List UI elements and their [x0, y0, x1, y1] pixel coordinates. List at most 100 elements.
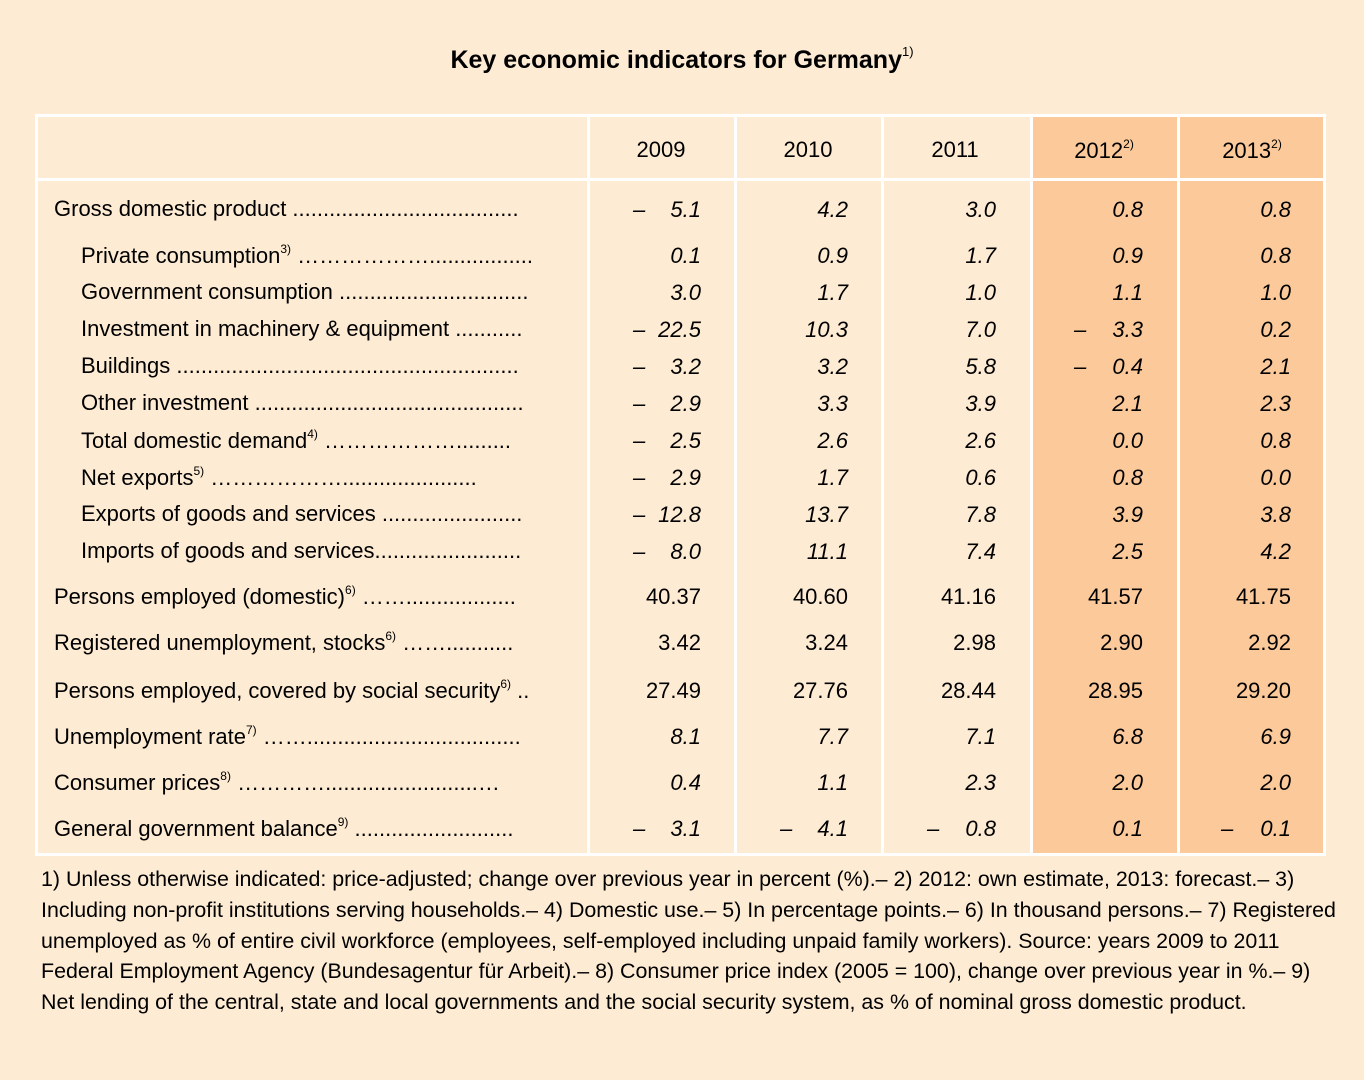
- table-cell: –22.5: [633, 317, 701, 342]
- row-label: Unemployment rate7) ……..................…: [54, 723, 521, 749]
- table-cell: 0.0: [1260, 465, 1291, 490]
- table-cell: –0.1: [1221, 816, 1291, 841]
- table-cell: 1.1: [1112, 280, 1143, 305]
- row-label: Exports of goods and services ..........…: [81, 501, 523, 526]
- table-cell: 6.9: [1260, 724, 1291, 749]
- table-cell: 0.8: [1260, 243, 1291, 268]
- table-cell: 41.57: [1087, 584, 1143, 609]
- column-header-2013: 20132): [1222, 137, 1282, 163]
- table-cell: 4.2: [817, 197, 848, 222]
- table-cell: 0.9: [817, 243, 848, 268]
- table-cell: 10.3: [805, 317, 848, 342]
- table-cell: 3.0: [670, 280, 701, 305]
- table-cell: –4.1: [780, 816, 848, 841]
- column-header-2010: 2010: [783, 137, 833, 162]
- table-cell: 2.6: [965, 428, 996, 453]
- table-cell: 0.8: [1112, 465, 1143, 490]
- table-cell: 3.24: [805, 630, 848, 655]
- table-cell: 3.9: [1112, 502, 1143, 527]
- table-cell: 5.8: [965, 354, 996, 379]
- table-cell: –2.5: [633, 428, 701, 453]
- table-cell: –5.1: [633, 197, 701, 222]
- table-cell: –12.8: [633, 502, 701, 527]
- table-cell: 3.3: [817, 391, 848, 416]
- table-cell: 13.7: [805, 502, 848, 527]
- table-cell: 41.75: [1235, 584, 1291, 609]
- table-cell: 0.8: [1260, 197, 1291, 222]
- column-header-2011: 2011: [931, 137, 979, 162]
- table-cell: 8.1: [670, 724, 701, 749]
- table-cell: 0.8: [1112, 197, 1143, 222]
- table-cell: 1.0: [1260, 280, 1291, 305]
- table-cell: 41.16: [940, 584, 996, 609]
- table-cell: 2.3: [965, 770, 996, 795]
- table-cell: 7.0: [965, 317, 996, 342]
- table-cell: 0.9: [1112, 243, 1143, 268]
- table-cell: 1.7: [817, 465, 848, 490]
- column-divider: [1177, 114, 1180, 856]
- row-label: Net exports5) ………………....................…: [81, 464, 477, 490]
- row-label: Buildings ..............................…: [81, 353, 519, 378]
- column-divider: [881, 114, 884, 856]
- footnotes: 1) Unless otherwise indicated: price-adj…: [41, 867, 1336, 1015]
- table-cell: 2.92: [1248, 630, 1291, 655]
- table-cell: 7.7: [817, 724, 848, 749]
- table-cell: –3.1: [633, 816, 701, 841]
- row-label: General government balance9) ...........…: [54, 815, 514, 841]
- row-label: Government consumption .................…: [81, 279, 529, 304]
- table-frame: [35, 114, 1326, 856]
- table-cell: –3.2: [633, 354, 701, 379]
- table-cell: 27.49: [645, 678, 701, 703]
- table-cell: 40.60: [792, 584, 848, 609]
- table-cell: 29.20: [1235, 678, 1291, 703]
- column-header-2012: 20122): [1074, 137, 1134, 163]
- table-cell: 27.76: [792, 678, 848, 703]
- table-cell: 2.0: [1260, 770, 1291, 795]
- table-cell: 0.1: [670, 243, 701, 268]
- table-cell: 2.0: [1112, 770, 1143, 795]
- table-cell: 3.9: [965, 391, 996, 416]
- row-label: Gross domestic product .................…: [54, 196, 519, 221]
- row-label: Total domestic demand4) ……………….........: [81, 427, 512, 453]
- header-divider: [35, 178, 1326, 181]
- table-cell: 0.2: [1260, 317, 1291, 342]
- table-cell: 0.1: [1112, 816, 1143, 841]
- table-cell: 3.8: [1260, 502, 1291, 527]
- table-cell: 2.5: [1112, 539, 1143, 564]
- table-cell: 2.3: [1260, 391, 1291, 416]
- highlight-column-2012: [1033, 117, 1177, 853]
- table-cell: –3.3: [1074, 317, 1143, 342]
- table-cell: 0.8: [1260, 428, 1291, 453]
- row-label: Investment in machinery & equipment ....…: [81, 316, 523, 341]
- table-cell: –2.9: [633, 391, 701, 416]
- row-label: Registered unemployment, stocks6) ……....…: [54, 629, 514, 655]
- column-divider: [1030, 114, 1033, 856]
- table-cell: –2.9: [633, 465, 701, 490]
- table-cell: 3.2: [817, 354, 848, 379]
- table-cell: 1.0: [965, 280, 996, 305]
- table-cell: 1.1: [817, 770, 848, 795]
- table-title: Key economic indicators for Germany1): [450, 44, 914, 74]
- table-cell: –8.0: [633, 539, 701, 564]
- table-cell: 2.98: [953, 630, 996, 655]
- table-cell: –0.4: [1074, 354, 1143, 379]
- row-label: Other investment .......................…: [81, 390, 524, 415]
- table-cell: 2.1: [1260, 354, 1291, 379]
- table-cell: 0.6: [965, 465, 996, 490]
- table-cell: 2.1: [1112, 391, 1143, 416]
- table-cell: 1.7: [965, 243, 996, 268]
- table-cell: 2.6: [817, 428, 848, 453]
- table-cell: 7.1: [965, 724, 996, 749]
- table-cell: 1.7: [817, 280, 848, 305]
- column-header-2009: 2009: [636, 137, 686, 162]
- table-cell: 6.8: [1112, 724, 1143, 749]
- table-cell: 3.42: [658, 630, 701, 655]
- column-divider: [734, 114, 737, 856]
- column-divider: [587, 114, 590, 856]
- table-cell: 7.8: [965, 502, 996, 527]
- row-label: Persons employed, covered by social secu…: [54, 677, 530, 703]
- table-cell: 3.0: [965, 197, 996, 222]
- table-cell: 0.0: [1112, 428, 1143, 453]
- table-cell: 11.1: [806, 539, 848, 564]
- row-label: Imports of goods and services...........…: [81, 538, 522, 563]
